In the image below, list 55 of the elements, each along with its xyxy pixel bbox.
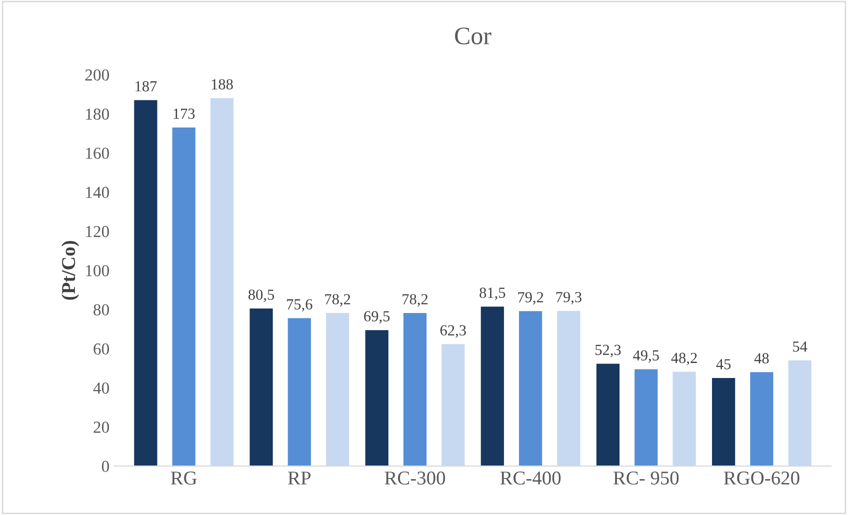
bar [326,313,350,466]
data-label: 173 [174,108,195,119]
bar [403,313,427,466]
data-label: 69,5 [364,311,390,324]
y-tick-label: 140 [86,186,109,198]
x-tick-label: RG [170,472,197,485]
y-tick-label: 200 [85,69,109,81]
bar [518,311,542,466]
x-tick-label: RC- 950 [613,472,679,485]
bar [250,308,273,466]
data-label: 48 [754,353,769,364]
bar [172,128,196,466]
y-tick-label: 40 [93,382,109,394]
data-label: 75,6 [287,299,312,312]
bar [134,100,158,466]
bar [288,318,311,466]
data-label: 78,2 [402,294,428,307]
data-label: 78,2 [325,294,350,307]
data-label: 81,5 [480,288,506,300]
y-tick-label: 120 [86,226,109,238]
data-label: 79,3 [556,292,582,304]
data-label: 187 [136,81,157,92]
y-tick-label: 20 [94,422,109,433]
y-tick-label: 80 [94,304,109,316]
bar [750,372,774,466]
y-tick-label: 160 [86,148,109,159]
bar [480,306,504,466]
bar [788,360,812,466]
bar [596,364,620,466]
chart-title: Cor [455,28,492,44]
x-tick-label: RC-300 [384,472,446,485]
y-tick-label: 100 [86,265,109,276]
bar [210,98,234,466]
x-tick-label: RGO-620 [724,472,800,485]
y-axis-title: (Pt/Co) [61,240,80,300]
data-label: 188 [212,79,233,90]
data-label: 80,5 [248,290,274,302]
y-tick-label: 0 [102,460,109,472]
y-tick-label: 60 [94,343,109,355]
y-tick-label: 180 [86,108,109,120]
data-label: 54 [793,342,808,352]
data-label: 52,3 [596,344,621,358]
x-tick-label: RC-400 [500,472,561,485]
bar [712,378,736,466]
x-tick-label: RP [288,472,311,484]
bar [557,310,580,466]
bar [442,344,465,466]
data-label: 49,5 [633,350,659,363]
data-label: 62,3 [440,325,466,338]
data-label: 79,2 [518,292,544,305]
bar [634,369,658,466]
bar [365,330,388,466]
bar [672,372,696,466]
data-label: 48,2 [671,352,697,366]
data-label: 45 [716,359,731,370]
